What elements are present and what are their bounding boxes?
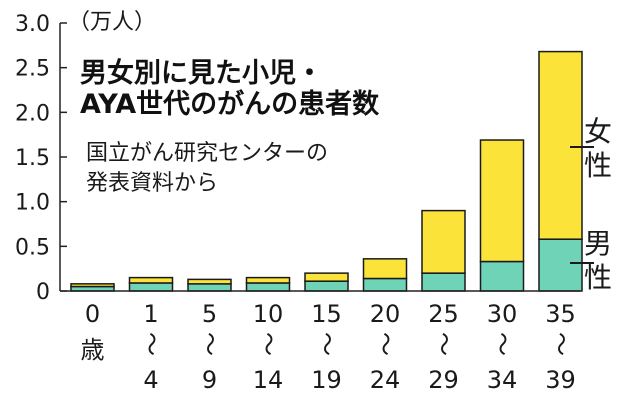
x-category-range-mark: ～ xyxy=(254,332,282,356)
x-category-end: 19 xyxy=(311,366,342,394)
x-category-end: 24 xyxy=(370,366,401,394)
x-category-start: 25 xyxy=(428,300,459,328)
bar-segment-female xyxy=(538,50,583,240)
x-category-start: 20 xyxy=(370,300,401,328)
x-category-end: 4 xyxy=(143,366,158,394)
x-category-end: 34 xyxy=(487,366,518,394)
chart-title-line-2: AYA世代のがんの患者数 xyxy=(80,88,380,120)
x-category-range-mark: ～ xyxy=(196,332,224,356)
x-category-end: 14 xyxy=(253,366,284,394)
legend-female-line-2: 性 xyxy=(584,149,612,182)
bar-segment-male xyxy=(362,277,408,292)
legend-female-line-1: 女 xyxy=(584,115,612,148)
y-tick-label: 0.5 xyxy=(15,235,50,260)
x-category-start: 35 xyxy=(545,300,576,328)
x-category-start: 15 xyxy=(311,300,342,328)
source-note-line-2: 発表資料から xyxy=(86,171,218,196)
y-tick-label: 2.0 xyxy=(15,101,50,126)
bar-marks xyxy=(70,50,583,292)
y-tick-label: 3.0 xyxy=(15,12,50,37)
x-category-start: 5 xyxy=(202,300,217,328)
x-category-range-mark: ～ xyxy=(488,332,516,356)
x-category-range-mark: ～ xyxy=(547,332,575,356)
y-tick-label: 1.5 xyxy=(15,146,50,171)
bar-segment-male xyxy=(479,260,525,292)
source-note-line-1: 国立がん研究センターの xyxy=(86,141,328,166)
y-tick-label: 1.0 xyxy=(15,191,50,216)
x-category-start: 1 xyxy=(143,300,158,328)
bar-segment-female xyxy=(128,276,174,284)
x-category-start: 30 xyxy=(487,300,518,328)
y-tick-label: 0 xyxy=(36,280,50,305)
bar-segment-female xyxy=(304,272,349,282)
x-category-range-mark: ～ xyxy=(137,332,165,356)
legend-male-line-1: 男 xyxy=(584,227,612,260)
bar-segment-male xyxy=(128,282,174,292)
bar-segment-female xyxy=(187,278,232,285)
x-category-end: 39 xyxy=(545,366,576,394)
x-category-suffix: 歳 xyxy=(81,336,105,364)
x-category-range-mark: ～ xyxy=(371,332,399,356)
bar-segment-male xyxy=(304,280,349,292)
x-category-range-mark: ～ xyxy=(313,332,341,356)
x-category-end: 29 xyxy=(428,366,459,394)
y-axis-ticks: 0 0.5 1.0 1.5 2.0 2.5 3.0 xyxy=(15,12,67,305)
y-tick-label: 2.5 xyxy=(15,57,50,82)
x-category-range-mark: ～ xyxy=(430,332,458,356)
chart-title-line-1: 男女別に見た小児・ xyxy=(80,57,323,89)
bar-segment-male xyxy=(421,272,466,292)
x-category-start: 0 xyxy=(85,300,100,328)
bar-segment-male xyxy=(245,282,291,292)
bar-segment-female xyxy=(70,283,115,288)
legend-male-line-2: 性 xyxy=(584,261,612,294)
x-category-start: 10 xyxy=(253,300,284,328)
bar-segment-male xyxy=(538,238,583,292)
bar-segment-female xyxy=(479,139,525,263)
bar-segment-male xyxy=(187,283,232,292)
x-axis-categories: 0 歳 1 ～ 4 5 ～ 9 10 ～ 14 15 ～ 19 20 ～ 24 25 ～ 29 30 ～ 34 35 ～ 39 xyxy=(81,300,576,394)
bar-segment-female xyxy=(362,258,408,280)
x-category-end: 9 xyxy=(202,366,217,394)
bar-segment-female xyxy=(421,209,466,274)
unit-label: （万人） xyxy=(68,10,156,35)
bar-segment-female xyxy=(245,276,291,284)
